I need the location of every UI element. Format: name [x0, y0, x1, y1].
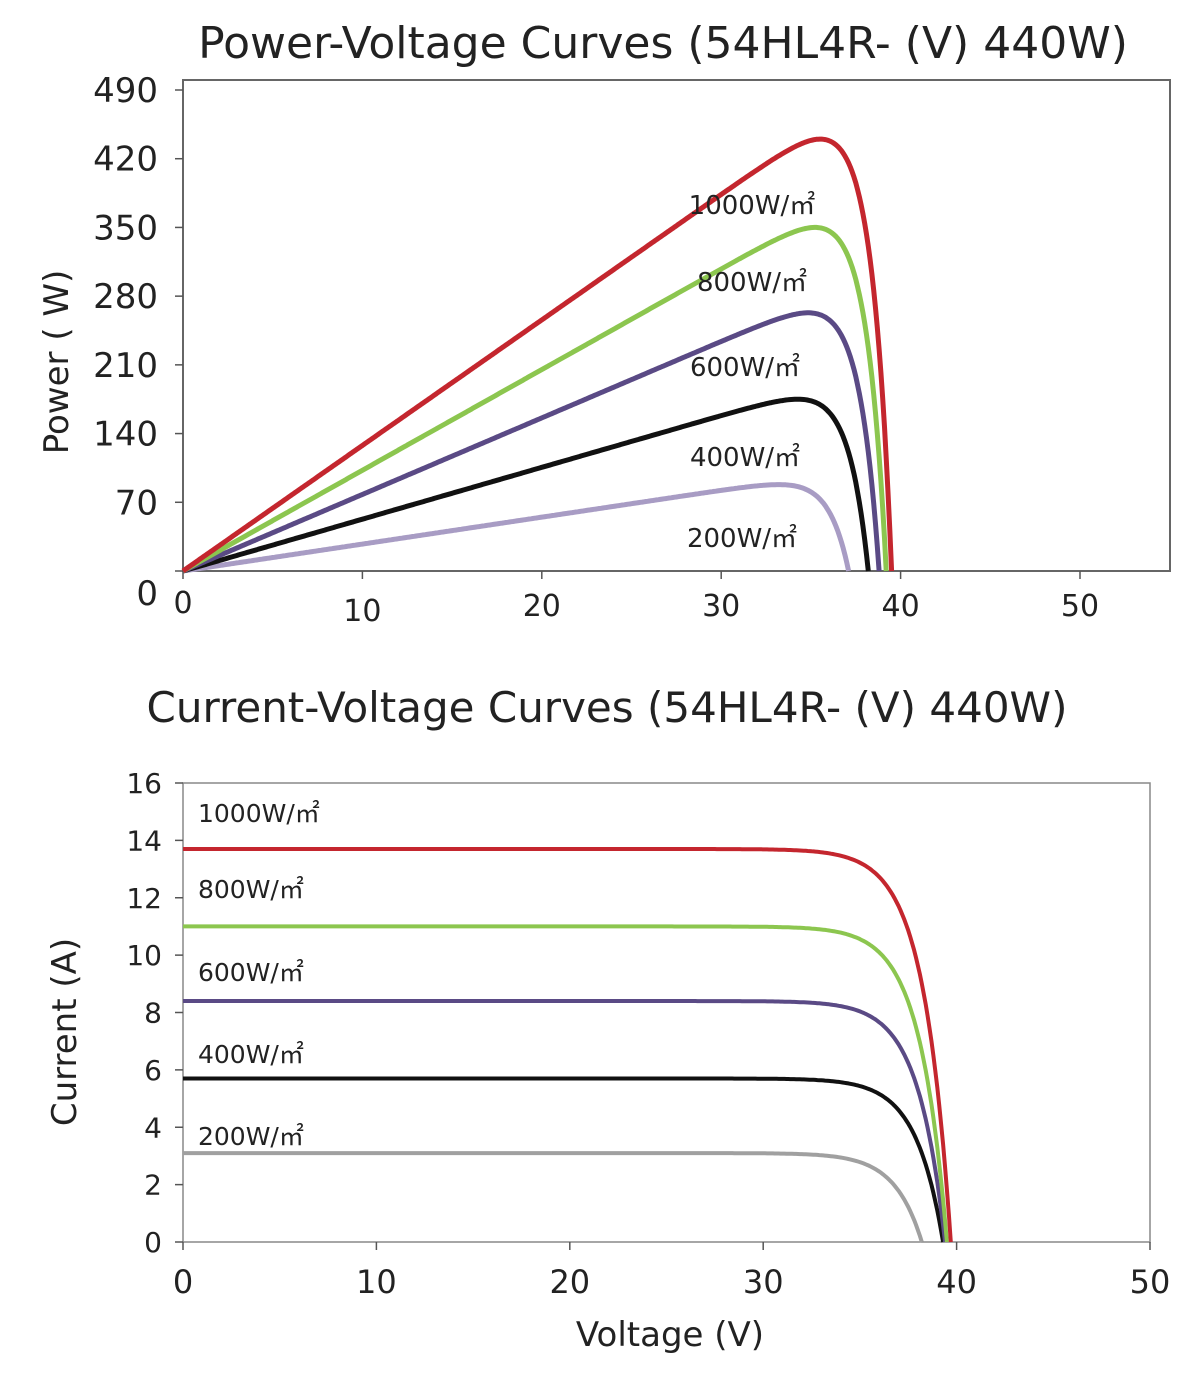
iv-y-tick-label: 12: [126, 882, 162, 915]
pv-y-tick-label: 350: [93, 208, 158, 248]
pv-label-400: 400W/㎡: [690, 443, 800, 473]
iv-x-ticks: 0 10 20 30 40 50: [173, 1242, 1171, 1301]
iv-y-ticks: 0 2 4 6 8 10 12 14 16: [126, 767, 183, 1259]
pv-x-tick-label: 0: [173, 586, 192, 621]
pv-series-line: [181, 310, 882, 574]
pv-series-line: [181, 224, 889, 574]
iv-label-1000: 1000W/㎡: [198, 799, 320, 828]
iv-y-tick-label: 14: [126, 824, 162, 857]
pv-label-800: 800W/㎡: [697, 268, 807, 298]
pv-y-ticks: 0 70 140 210 280 350 420 490: [93, 71, 183, 614]
pv-y-tick-label: 490: [93, 71, 158, 111]
iv-series-line: [182, 847, 953, 1243]
iv-x-tick-label: 50: [1130, 1263, 1171, 1301]
iv-y-tick-label: 16: [126, 767, 162, 800]
pv-x-ticks: 0 10 20 30 40 50: [173, 571, 1099, 629]
iv-label-600: 600W/㎡: [198, 958, 304, 987]
iv-series-line: [182, 924, 949, 1243]
pv-label-1000: 1000W/㎡: [689, 191, 816, 221]
iv-series-group: [182, 847, 953, 1243]
pv-curve-labels: 1000W/㎡ 800W/㎡ 600W/㎡ 400W/㎡ 200W/㎡: [687, 191, 815, 554]
iv-label-800: 800W/㎡: [198, 875, 304, 904]
iv-y-tick-label: 8: [144, 997, 162, 1030]
pv-label-600: 600W/㎡: [690, 353, 800, 383]
iv-x-tick-label: 0: [173, 1263, 193, 1301]
iv-y-tick-label: 10: [126, 939, 162, 972]
iv-y-tick-label: 0: [144, 1226, 162, 1259]
pv-y-tick-label: 210: [93, 346, 158, 386]
iv-series-line: [182, 999, 947, 1243]
iv-y-tick-label: 6: [144, 1054, 162, 1087]
iv-x-tick-label: 20: [549, 1263, 590, 1301]
pv-label-200: 200W/㎡: [687, 524, 797, 554]
iv-label-400: 400W/㎡: [198, 1040, 304, 1069]
iv-series-line: [182, 1151, 924, 1243]
iv-label-200: 200W/㎡: [198, 1122, 304, 1151]
iv-series-line: [182, 1076, 946, 1243]
pv-series-line: [181, 136, 895, 574]
pv-chart-title: Power-Voltage Curves (54HL4R- (V) 440W): [198, 18, 1128, 69]
pv-x-tick-label: 20: [523, 589, 561, 624]
iv-y-tick-label: 2: [144, 1169, 162, 1202]
iv-x-tick-label: 40: [936, 1263, 977, 1301]
pv-y-tick-label: 0: [136, 574, 158, 614]
pv-y-tick-label: 420: [93, 140, 158, 180]
pv-y-tick-label: 140: [93, 415, 158, 455]
pv-y-tick-label: 70: [115, 483, 158, 523]
pv-x-tick-label: 50: [1061, 589, 1099, 624]
pv-y-tick-label: 280: [93, 277, 158, 317]
iv-y-axis-label: Current (A): [45, 938, 85, 1126]
iv-plot-frame: [182, 782, 1151, 1243]
iv-chart-title: Current-Voltage Curves (54HL4R- (V) 440W…: [147, 683, 1068, 732]
iv-x-tick-label: 10: [356, 1263, 397, 1301]
pv-plot-frame: [182, 79, 1171, 572]
iv-chart: Current-Voltage Curves (54HL4R- (V) 440W…: [45, 683, 1170, 1355]
pv-x-tick-label: 30: [702, 589, 740, 624]
pv-series-group: [181, 136, 895, 574]
iv-x-tick-label: 30: [743, 1263, 784, 1301]
pv-x-tick-label: 40: [882, 589, 920, 624]
pv-series-line: [182, 482, 852, 574]
iv-y-tick-label: 4: [144, 1111, 162, 1144]
iv-x-axis-label: Voltage (V): [576, 1315, 764, 1355]
pv-series-line: [182, 396, 871, 574]
iv-curve-labels: 1000W/㎡ 800W/㎡ 600W/㎡ 400W/㎡ 200W/㎡: [198, 799, 320, 1151]
pv-y-axis-label: Power ( W): [37, 270, 77, 455]
pv-chart: Power-Voltage Curves (54HL4R- (V) 440W) …: [37, 18, 1171, 629]
pv-x-tick-label: 10: [343, 594, 381, 629]
